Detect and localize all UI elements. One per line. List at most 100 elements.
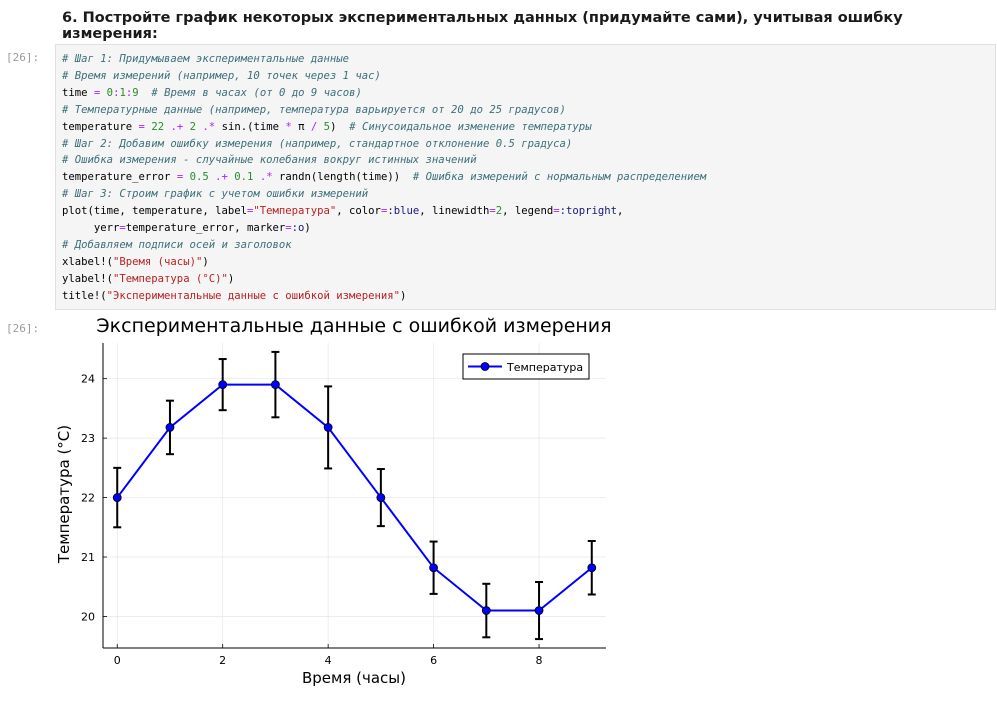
code-token: = [246, 205, 254, 218]
input-prompt: [26]: [6, 51, 40, 64]
data-point [271, 380, 280, 390]
code-token: = [553, 205, 560, 218]
code-token: .+ [215, 171, 228, 184]
x-axis-label: Время (часы) [302, 669, 406, 687]
code-token: 0 [106, 86, 114, 99]
code-token: = [489, 205, 496, 218]
code-line: temperature_error = 0.5 .+ 0.1 .* randn(… [62, 169, 706, 186]
code-token: ) [400, 289, 407, 302]
code-token: "Время (часы)" [113, 255, 203, 268]
code-token: * [285, 120, 292, 133]
code-line: # Температурные данные (например, темпер… [62, 102, 706, 119]
data-point [218, 380, 228, 390]
data-point [323, 423, 333, 432]
code-token: # Шаг 3: Строим график с учетом ошибки и… [62, 188, 369, 201]
code-token: "Температура (°C)" [113, 272, 228, 285]
code-line: plot(time, temperature, label="Температу… [62, 203, 706, 220]
data-point [429, 563, 438, 573]
x-tick-label: 4 [325, 654, 332, 667]
code-cell[interactable]: # Шаг 1: Придумываем экспериментальные д… [55, 44, 996, 310]
y-tick-label: 20 [81, 610, 95, 623]
series-line [116, 383, 593, 612]
code-line: ylabel!("Температура (°C)") [62, 271, 706, 288]
code-line: xlabel!("Время (часы)") [62, 254, 706, 271]
code-token: "Температура" [253, 205, 337, 218]
code-token: ) [304, 222, 311, 235]
code-token: title!( [62, 289, 107, 302]
code-token: , color [336, 205, 381, 218]
code-token: 22 [151, 120, 165, 133]
code-line: # Ошибка измерения - случайные колебания… [62, 152, 706, 169]
code-token: # Ошибка измерений с нормальным распреде… [412, 171, 707, 184]
data-point [587, 563, 597, 573]
code-token: 0.5 [189, 171, 209, 184]
code-token: # Шаг 1: Придумываем экспериментальные д… [62, 53, 350, 65]
legend-label: Температура [506, 361, 583, 374]
code-line: time = 0:1:9 # Время в часах (от 0 до 9 … [62, 85, 706, 102]
code-line: # Время измерений (например, 10 точек че… [62, 68, 706, 85]
code-token: # Ошибка измерения - случайные колебания… [62, 154, 477, 167]
data-point [376, 493, 386, 502]
code-token: , legend [502, 205, 554, 218]
chart-title: Экспериментальные данные с ошибкой измер… [96, 315, 611, 337]
code-token: temperature [62, 120, 139, 133]
code-token: 1 [119, 86, 126, 99]
code-line: temperature = 22 .+ 2 .* sin.(time * π /… [62, 119, 706, 136]
legend: Температура [462, 353, 590, 380]
code-token: time [62, 86, 94, 99]
x-tick-label: 0 [114, 654, 121, 667]
y-axis-label: Температура (°C) [55, 425, 73, 564]
code-token: .+ [170, 120, 184, 133]
code-token: : [125, 86, 133, 99]
code-token: ) [227, 272, 235, 285]
code-token: plot(time, temperature, label [62, 205, 247, 218]
code-token: ) [202, 255, 209, 268]
code-token: # Синусоидальное изменение температуры [349, 120, 592, 133]
code-token: # Время в часах (от 0 до 9 часов) [151, 86, 362, 99]
data-point [481, 606, 491, 615]
code-token: "Экспериментальные данные с ошибкой изме… [106, 289, 401, 302]
code-token: sin.(time [215, 120, 286, 133]
code-token: :o [291, 222, 305, 235]
code-token: : [113, 86, 120, 99]
code-token: = [285, 222, 292, 235]
code-line: title!("Экспериментальные данные с ошибк… [62, 288, 706, 305]
code-line: # Шаг 1: Придумываем экспериментальные д… [62, 51, 706, 68]
code-token: 5 [323, 120, 331, 133]
code-token: randn(length(time)) [272, 171, 413, 184]
code-token: .* [202, 120, 216, 133]
code-token: , [617, 205, 624, 218]
plot-grid [103, 343, 606, 648]
code-line: # Шаг 3: Строим график с учетом ошибки и… [62, 186, 706, 203]
code-token: = [93, 86, 101, 99]
x-tick-label: 8 [536, 654, 543, 667]
code-token: , linewidth [419, 205, 490, 218]
output-prompt: [26]: [6, 322, 40, 335]
code-token: ) [330, 120, 350, 133]
code-token: .* [259, 171, 273, 184]
code-token: # Добавляем подписи осей и заголовок [62, 238, 292, 251]
code-token: yerr [62, 222, 120, 235]
code-token: ylabel!( [62, 272, 114, 285]
y-tick-label: 24 [81, 373, 95, 386]
code-token [139, 87, 152, 99]
y-tick-label: 21 [81, 551, 95, 564]
code-token: :blue [387, 205, 420, 218]
code-token: / [310, 120, 318, 133]
code-token: :topright [559, 205, 617, 218]
code-token: = [119, 222, 126, 235]
code-token: π [291, 120, 311, 133]
y-tick-label: 23 [81, 432, 95, 445]
y-tick-label: 22 [81, 492, 95, 505]
data-point [534, 606, 544, 615]
code-token: temperature_error [62, 171, 177, 184]
code-token: temperature_error, marker [125, 222, 286, 235]
code-token: 9 [132, 86, 139, 99]
code-token: 2 [189, 120, 197, 133]
x-tick-label: 6 [430, 654, 437, 667]
data-point [165, 423, 175, 432]
data-point [112, 493, 122, 502]
code-editor[interactable]: # Шаг 1: Придумываем экспериментальные д… [62, 51, 706, 305]
